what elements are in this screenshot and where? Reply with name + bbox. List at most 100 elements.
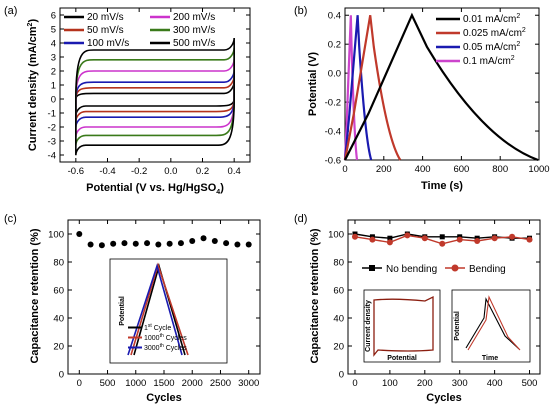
panel-b-ytick-label: 0.0: [328, 69, 341, 80]
panel-a-ytick-label: 2: [51, 67, 56, 78]
panel-d-marker-circle: [421, 235, 428, 242]
panel-a-ticks: -0.6 -0.4 -0.2 0.0 0.2 0.4 -4 -3 -2 -1 0 1 2 3 4 5 6: [48, 8, 250, 177]
cv-curve-300-mv-s: [75, 47, 235, 146]
cv-curve-200-mv-s: [75, 58, 235, 138]
panel-c-xtick-label: 3000: [238, 378, 259, 389]
panel-a-xtick-label: 0.4: [228, 166, 241, 177]
panel-d-marker-square: [439, 234, 445, 240]
panel-c-ticks: 0 500 1000 1500 2000 2500 3000 0 20 40 60 80 100: [48, 220, 260, 389]
gcd-curve-0-05-ma-cm: [343, 15, 373, 161]
cv-curve-500-mv-s: [75, 37, 235, 156]
panel-d-xtick-label: 200: [417, 378, 433, 389]
panel-b-xtick-label: 200: [376, 164, 392, 175]
cv-curve-100-mv-s: [75, 70, 235, 128]
retention-point: [121, 240, 128, 247]
panel-a-ytick-label: 0: [51, 95, 56, 106]
panel-d-ytick-label: 0: [339, 370, 344, 381]
panel-c-ytick-label: 100: [48, 230, 64, 241]
panel-d-legend-label: No bending: [386, 264, 437, 275]
panel-d-label: (d): [294, 213, 307, 225]
panel-d-ytick-label: 80: [333, 258, 344, 269]
panel-b-xtick-label: 1000: [528, 164, 549, 175]
panel-a-ytick-label: -2: [48, 123, 56, 134]
retention-point: [189, 238, 196, 244]
panel-a-ytick-label: 5: [51, 25, 56, 36]
panel-d-legend-label: Bending: [469, 264, 506, 275]
panel-a-ytick-label: -4: [48, 151, 56, 162]
panel-b-plot-frame: [344, 7, 540, 161]
panel-d-marker-square: [387, 235, 393, 241]
panel-a-ytick-label: 1: [51, 81, 56, 92]
panel-c-xtick-label: 2000: [182, 378, 203, 389]
panel-a-legend-label: 20 mV/s: [87, 12, 124, 23]
retention-point: [166, 240, 173, 247]
panel-c-inset-legend-label: 1st Cycle: [144, 323, 171, 332]
panel-d-xtick-label: 400: [487, 378, 503, 389]
panel-b-ytick-label: -0.4: [325, 127, 341, 138]
panel-c: (c) 0 500 1000 1500 2000 2500 3000 0 20 40 60 80 100…: [4, 213, 261, 404]
panel-a: (a) -0.6 -0.4 -0.2 0.0 0.2 0.4 -4 -3 -2 -1 0 1 2 3 4 5 6…: [4, 5, 251, 196]
panel-d-marker-circle: [491, 235, 498, 242]
panel-b-xtick-label: 400: [415, 164, 431, 175]
panel-b-ytick-label: -0.2: [325, 98, 341, 109]
panel-b-ticks: 0 200 400 600 800 1000 -0.6 -0.4 -0.2 0.0 0.2 0.4: [325, 8, 550, 175]
panel-d-inset-left-ylabel: Current density: [365, 300, 372, 352]
panel-c-xlabel: Cycles: [146, 392, 181, 404]
panel-a-legend-label: 100 mV/s: [87, 38, 129, 49]
retention-point: [144, 240, 151, 247]
panel-a-legend-label: 50 mV/s: [87, 25, 124, 36]
panel-d-marker-circle: [439, 240, 446, 247]
panel-c-ytick-label: 60: [53, 286, 64, 297]
panel-d-marker-circle: [456, 236, 463, 243]
panel-b-curves: [343, 12, 539, 162]
retention-point: [132, 240, 139, 247]
panel-b-ytick-label: -0.6: [325, 156, 341, 167]
panel-c-ylabel: Capacitance retention (%): [29, 228, 41, 363]
panel-d-ytick-label: 60: [333, 286, 344, 297]
panel-d-ytick-label: 20: [333, 342, 344, 353]
panel-c-inset-legend-label: 1000th Cycles: [144, 333, 187, 342]
panel-d-xtick-label: 300: [452, 378, 468, 389]
panel-b-legend-label: 0.05 mA/cm2: [463, 41, 520, 53]
panel-a-xtick-label: 0.2: [196, 166, 209, 177]
panel-d-marker-circle: [351, 233, 358, 240]
panel-a-ytick-label: -1: [48, 109, 56, 120]
panel-c-ytick-label: 0: [59, 370, 64, 381]
panel-d-ytick-label: 40: [333, 314, 344, 325]
retention-point: [211, 238, 218, 244]
panel-a-ylabel: Current density (mA/cm2): [27, 19, 39, 152]
panel-a-legend: 20 mV/s 200 mV/s 50 mV/s 300 mV/s 100 mV/s 50…: [64, 12, 215, 49]
retention-point: [98, 242, 105, 249]
retention-point: [245, 241, 252, 248]
panel-c-points: [76, 231, 252, 249]
panel-d-marker-circle: [509, 233, 516, 240]
panel-d-legend-marker: [451, 264, 459, 272]
panel-b: (b) 0 200 400 600 800 1000-0.6-0.4-0.20.00.20…: [294, 5, 550, 192]
panel-b-xtick-label: 0: [342, 164, 347, 175]
panel-b-ytick-label: 0.4: [328, 11, 341, 22]
panel-d-ticks: 0 100 200 300 400 500 0 20 40 60 80 100: [328, 220, 540, 389]
panel-c-xtick-label: 500: [100, 378, 116, 389]
panel-a-ytick-label: 4: [51, 39, 56, 50]
panel-d-marker-circle: [526, 236, 533, 243]
panel-d-inset-left-cv-curve: [373, 295, 434, 357]
panel-b-xlabel: Time (s): [421, 180, 463, 192]
retention-point: [234, 241, 241, 248]
panel-a-xtick-label: -0.6: [68, 166, 84, 177]
panel-d-inset-left: Current density Potential: [363, 289, 441, 363]
panel-d-inset-right: Potential Time: [451, 289, 531, 363]
panel-a-curves: [75, 37, 235, 156]
panel-d: (d) 0 100 200 300 400 500 0 20 40 60 80 100 No bend…: [294, 213, 541, 404]
panel-c-inset-curves: [127, 262, 189, 356]
panel-d-xlabel: Cycles: [426, 392, 461, 404]
panel-b-legend-label: 0.01 mA/cm2: [463, 13, 520, 25]
panel-d-marker-circle: [404, 232, 411, 239]
panel-c-ytick-label: 40: [53, 314, 64, 325]
panel-d-plot-frame: [347, 219, 541, 375]
panel-a-legend-label: 500 mV/s: [173, 38, 215, 49]
panel-c-inset-ylabel: Potential: [119, 296, 126, 326]
panel-a-ytick-label: 3: [51, 53, 56, 64]
panel-b-xtick-label: 600: [453, 164, 469, 175]
panel-a-xtick-label: -0.2: [131, 166, 147, 177]
panel-c-ytick-label: 20: [53, 342, 64, 353]
